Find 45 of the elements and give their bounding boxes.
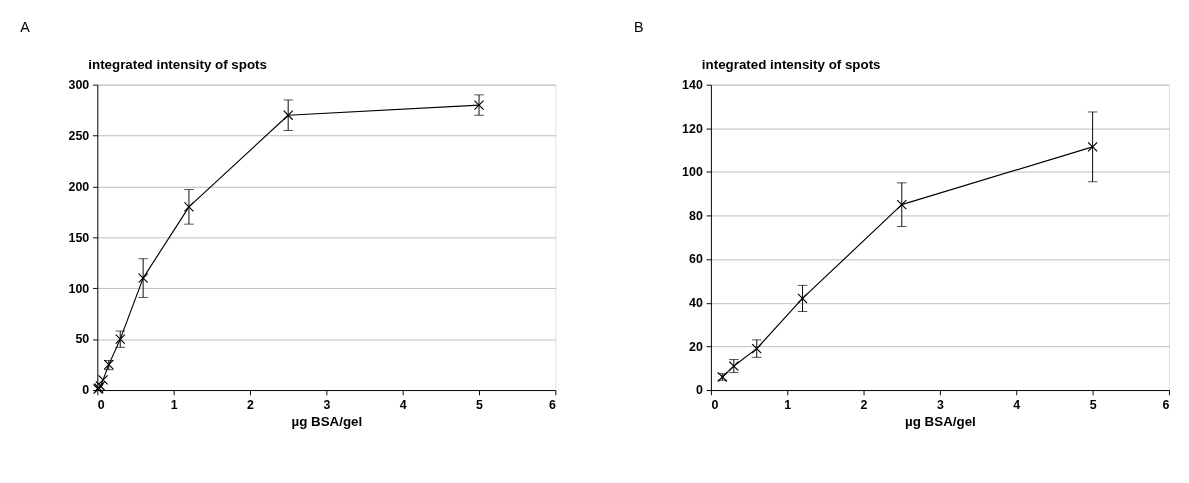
chart-title: A — [20, 19, 31, 36]
x-tick-label: 3 — [936, 397, 944, 412]
chart-title: B — [633, 19, 644, 36]
y-tick-label: 50 — [75, 332, 90, 347]
y-tick-label: 140 — [682, 78, 703, 92]
y-tick-label: 300 — [68, 78, 90, 92]
x-tick-label: 4 — [399, 397, 407, 412]
x-tick-label: 5 — [1089, 397, 1097, 412]
point — [97, 374, 109, 385]
point — [1087, 141, 1098, 152]
y-tick-label: 100 — [68, 281, 90, 296]
point — [115, 334, 126, 345]
x-tick-label: 1 — [170, 397, 178, 412]
y-tick-label: 0 — [695, 383, 703, 398]
y-tick-label: 100 — [682, 165, 703, 180]
x-tick-label: 4 — [1013, 397, 1021, 412]
y-axis-title: integrated intensity of spots — [701, 56, 881, 72]
y-tick-label: 120 — [682, 121, 703, 136]
y-tick-label: 0 — [82, 383, 90, 398]
point — [138, 272, 149, 284]
point — [797, 293, 808, 304]
y-tick-label: 20 — [689, 339, 703, 354]
y-tick-label: 150 — [68, 230, 90, 245]
x-tick-label: 0 — [711, 397, 719, 412]
x-tick-label: 2 — [860, 397, 868, 412]
x-axis-title: µg BSA/gel — [905, 413, 976, 429]
y-tick-label: 200 — [68, 179, 90, 194]
point — [183, 201, 195, 212]
y-tick-label: 40 — [689, 296, 703, 311]
x-axis-title: µg BSA/gel — [291, 413, 363, 429]
x-tick-label: 6 — [1162, 397, 1170, 412]
x-tick-label: 2 — [247, 397, 255, 412]
x-tick-label: 0 — [97, 397, 105, 412]
y-axis-title: integrated intensity of spots — [88, 56, 267, 72]
x-tick-label: 1 — [784, 397, 792, 412]
y-tick-label: 250 — [68, 128, 90, 143]
point — [751, 343, 762, 354]
point — [473, 99, 485, 111]
x-tick-label: 5 — [476, 397, 484, 412]
x-tick-label: 3 — [323, 397, 331, 412]
y-tick-label: 60 — [689, 252, 703, 267]
y-tick-label: 80 — [689, 208, 703, 223]
point — [283, 110, 294, 121]
x-tick-label: 6 — [548, 397, 556, 412]
point — [896, 199, 907, 210]
